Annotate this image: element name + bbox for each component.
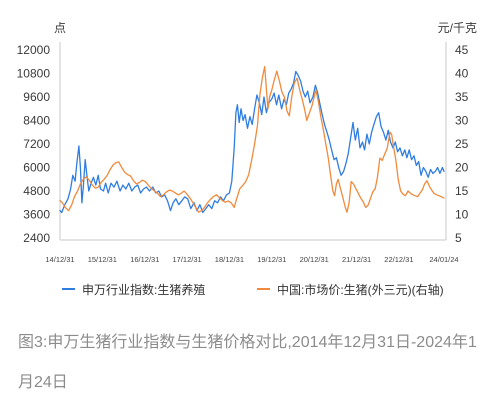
y-left-unit-label: 点 [54, 21, 66, 35]
x-tick-label: 24/01/24 [429, 255, 458, 264]
y-right-tick-label: 10 [455, 208, 469, 222]
y-left-tick-label: 9600 [23, 90, 50, 104]
y-right-tick-label: 35 [455, 90, 469, 104]
y-right-tick-label: 25 [455, 137, 469, 151]
x-tick-label: 19/12/31 [257, 255, 286, 264]
legend-line-marker [257, 288, 270, 290]
x-tick-label: 21/12/31 [342, 255, 371, 264]
legend: 申万行业指数:生猪养殖 中国:市场价:生猪(外三元)(右轴) [0, 279, 500, 299]
y-right-unit-label: 元/千克 [438, 21, 477, 35]
y-left-tick-label: 12000 [17, 43, 51, 57]
x-tick-label: 17/12/31 [172, 255, 201, 264]
y-left-tick-label: 8400 [23, 114, 50, 128]
y-right-tick-label: 20 [455, 161, 469, 175]
series-lines [59, 65, 445, 214]
legend-label: 中国:市场价:生猪(外三元)(右轴) [277, 282, 444, 297]
x-tick-label: 16/12/31 [130, 255, 159, 264]
y-left-tick-label: 7200 [23, 137, 50, 151]
y-left-tick-label: 4800 [23, 184, 50, 198]
tick-labels: 12000 10800 9600 8400 7200 6000 4800 3600 2400 45… [17, 43, 469, 264]
chart-plot: 点 元/千克 12000 10800 9600 8400 7200 6000 4800 360… [17, 21, 477, 264]
y-left-tick-label: 3600 [23, 208, 50, 222]
x-tick-label: 22/12/31 [384, 255, 413, 264]
x-tick-label: 15/12/31 [88, 255, 117, 264]
y-right-tick-label: 45 [455, 43, 469, 57]
legend-line-marker [62, 288, 75, 290]
legend-item-shenwan-index: 申万行业指数:生猪养殖 [62, 279, 205, 299]
x-tick-label: 20/12/31 [300, 255, 329, 264]
y-right-tick-label: 15 [455, 184, 469, 198]
series-line-pig-market-price [59, 65, 445, 213]
figure-caption: 图3:申万生猪行业指数与生猪价格对比,2014年12月31日-2024年1月24… [18, 334, 477, 391]
y-left-tick-label: 6000 [23, 161, 50, 175]
y-right-tick-label: 40 [455, 67, 469, 81]
legend-item-pig-price: 中国:市场价:生猪(外三元)(右轴) [257, 279, 444, 299]
y-left-tick-label: 10800 [17, 67, 51, 81]
x-tick-label: 14/12/31 [45, 255, 74, 264]
legend-label: 申万行业指数:生猪养殖 [82, 282, 206, 297]
y-right-tick-label: 5 [455, 231, 462, 245]
x-tick-label: 18/12/31 [215, 255, 244, 264]
y-left-tick-label: 2400 [23, 231, 50, 245]
series-line-shenwan-pig-breeding-index [59, 70, 445, 214]
y-right-tick-label: 30 [455, 114, 469, 128]
